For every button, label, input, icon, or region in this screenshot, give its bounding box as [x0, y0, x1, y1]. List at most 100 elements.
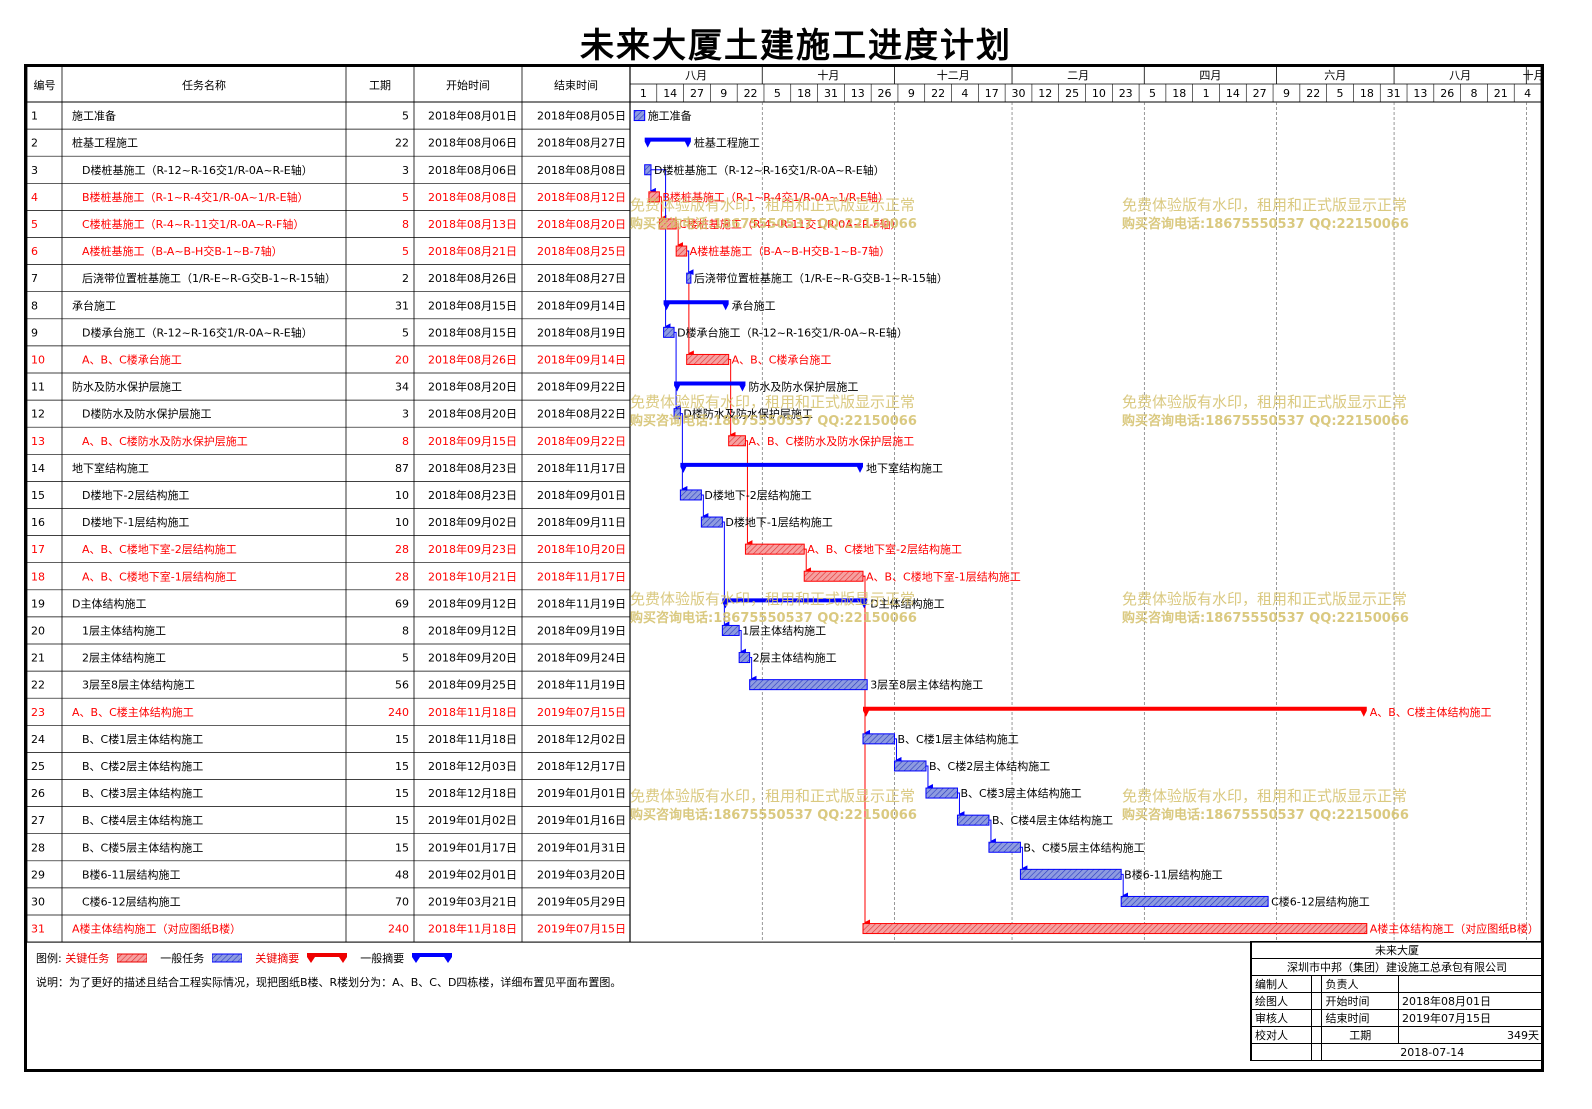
task-start: 2018年08月23日 [428, 461, 517, 475]
task-bar [738, 652, 751, 664]
day-label: 23 [1119, 87, 1133, 100]
bar-label: A楼桩基施工（B-A~B-H交B-1~B-7轴） [690, 244, 891, 258]
day-label: 9 [720, 87, 727, 100]
watermark-text: 免费体验版有水印，租用和正式版显示正常 [1122, 393, 1407, 411]
task-start: 2019年02月01日 [428, 867, 517, 881]
bar-label: 承台施工 [732, 298, 776, 312]
day-label: 22 [931, 87, 945, 100]
bar-label: D楼地下-1层结构施工 [725, 515, 832, 529]
legend-critical-summary-label: 关键摘要 [255, 952, 300, 965]
task-name: 施工准备 [72, 109, 116, 123]
task-name: B、C楼5层主体结构施工 [82, 840, 203, 854]
task-finish: 2018年09月14日 [537, 298, 626, 312]
task-duration: 34 [395, 381, 409, 394]
task-finish: 2018年08月12日 [537, 190, 626, 204]
task-bar [893, 760, 927, 772]
task-start: 2018年08月13日 [428, 217, 517, 231]
note-text: 说明：为了更好的描述且结合工程实际情况，现把图纸B楼、R楼划分为：A、B、C、D… [36, 976, 622, 989]
task-start: 2018年09月12日 [428, 623, 517, 637]
day-label: 27 [1253, 87, 1267, 100]
day-label: 12 [1038, 87, 1052, 100]
day-label: 31 [1387, 87, 1401, 100]
task-id: 5 [31, 218, 38, 231]
task-bar [679, 489, 702, 501]
task-start: 2018年09月25日 [428, 678, 517, 692]
month-label: 十二月 [937, 68, 970, 82]
task-name: D主体结构施工 [72, 596, 146, 610]
task-duration: 20 [395, 353, 409, 366]
day-label: 18 [1360, 87, 1374, 100]
task-start: 2018年08月01日 [428, 109, 517, 123]
task-start: 2018年08月26日 [428, 271, 517, 285]
bar-label: B、C楼3层主体结构施工 [960, 786, 1081, 800]
task-start: 2018年08月08日 [428, 190, 517, 204]
dependency-link [745, 440, 753, 547]
day-label: 27 [690, 87, 704, 100]
task-duration: 28 [395, 543, 409, 556]
task-id: 12 [31, 408, 45, 421]
task-duration: 240 [388, 706, 409, 719]
proofreader-label: 校对人 [1251, 1026, 1312, 1044]
task-id: 6 [31, 245, 38, 258]
bar-label: 1层主体结构施工 [742, 623, 826, 637]
task-bar [675, 245, 688, 257]
task-finish: 2018年08月27日 [537, 271, 626, 285]
task-start: 2018年08月06日 [428, 136, 517, 150]
task-id: 28 [31, 841, 45, 854]
col-header-duration: 工期 [369, 79, 391, 92]
watermark-text: 免费体验版有水印，租用和正式版显示正常 [630, 393, 915, 411]
task-finish: 2018年09月24日 [537, 651, 626, 665]
task-finish: 2018年09月01日 [537, 488, 626, 502]
bar-label: 防水及防水保护层施工 [748, 380, 858, 394]
day-label: 14 [663, 87, 677, 100]
task-bar [925, 787, 958, 799]
task-start: 2018年09月02日 [428, 515, 517, 529]
day-label: 31 [824, 87, 838, 100]
bar-label: C楼桩基施工（R-4~R-11交1/R-0A~R-F轴） [679, 217, 901, 231]
col-header-name: 任务名称 [182, 78, 226, 92]
day-label: 17 [985, 87, 999, 100]
task-name: A、B、C楼地下室-1层结构施工 [82, 569, 237, 583]
bar-label: B、C楼4层主体结构施工 [992, 813, 1113, 827]
task-name: B、C楼3层主体结构施工 [82, 786, 203, 800]
task-finish: 2018年11月17日 [537, 461, 626, 475]
task-finish: 2018年11月17日 [537, 569, 626, 583]
day-label: 25 [1065, 87, 1079, 100]
task-id: 4 [31, 191, 38, 204]
task-id: 3 [31, 164, 38, 177]
task-id: 26 [31, 787, 45, 800]
task-name: D楼地下-1层结构施工 [82, 515, 189, 529]
col-header-finish: 结束时间 [554, 79, 598, 92]
task-finish: 2019年05月29日 [537, 894, 626, 908]
task-finish: 2018年12月17日 [537, 759, 626, 773]
task-name: 1层主体结构施工 [82, 623, 166, 637]
bar-label: A、B、C楼防水及防水保护层施工 [748, 434, 914, 448]
day-label: 26 [878, 87, 892, 100]
watermark-text: 免费体验版有水印，租用和正式版显示正常 [1122, 196, 1407, 214]
watermark-text: 购买咨询电话:18675550537 QQ:22150066 [630, 807, 917, 823]
start-label: 开始时间 [1321, 992, 1399, 1010]
task-name: B楼桩基施工（R-1~R-4交1/R-0A~1/R-E轴） [82, 190, 309, 204]
month-label: 八月 [685, 69, 707, 82]
day-label: 1 [1203, 87, 1210, 100]
summary-bar [644, 137, 691, 148]
bar-label: B、C楼5层主体结构施工 [1023, 840, 1144, 854]
month-label: 八月 [1449, 69, 1471, 82]
task-bar [744, 543, 805, 555]
task-id: 19 [31, 597, 45, 610]
task-bar [663, 326, 675, 338]
task-name: B、C楼2层主体结构施工 [82, 759, 203, 773]
day-label: 5 [1149, 87, 1156, 100]
task-id: 25 [31, 760, 45, 773]
bar-label: B楼桩基施工（R-1~R-4交1/R-0A~1/R-E轴） [662, 190, 889, 204]
day-label: 9 [908, 87, 915, 100]
legend-normal-task-swatch [211, 953, 242, 963]
day-label: 5 [1337, 87, 1344, 100]
finish-label: 结束时间 [1321, 1009, 1399, 1027]
task-duration: 28 [395, 570, 409, 583]
bar-label: 2层主体结构施工 [753, 651, 837, 665]
task-name: 防水及防水保护层施工 [72, 380, 182, 394]
day-label: 14 [1226, 87, 1240, 100]
month-label: 二月 [1067, 69, 1089, 82]
